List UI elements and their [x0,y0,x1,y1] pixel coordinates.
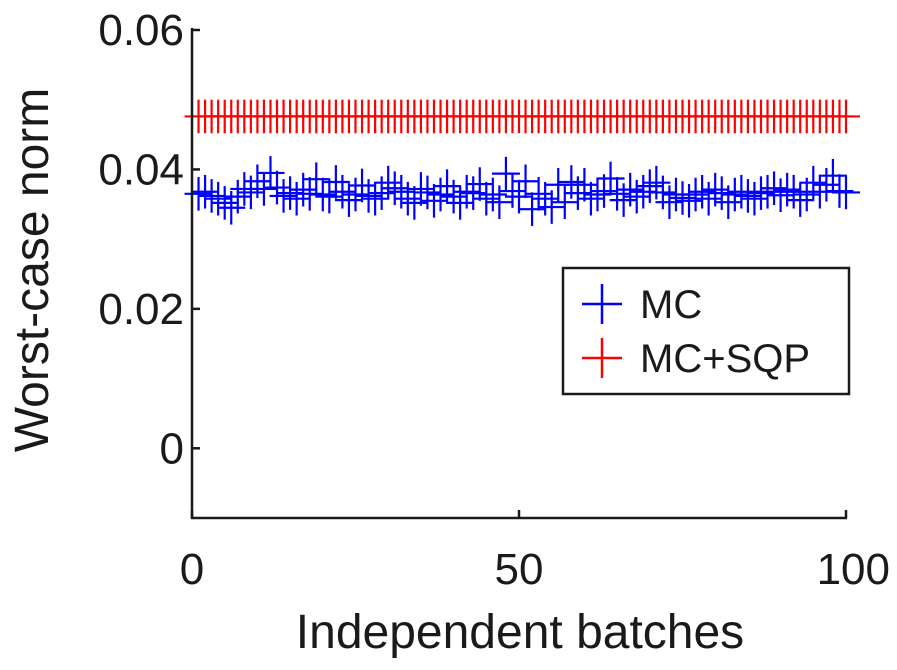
data-point [524,177,553,211]
data-point [818,158,847,193]
data-point [832,99,860,134]
data-point [302,162,331,196]
data-point [439,179,468,214]
data-point [413,175,442,210]
data-point [210,186,239,220]
legend-item-mc-sqp: MC+SQP [582,337,810,381]
data-point [315,179,344,214]
data-point [832,175,860,210]
data-point [191,174,220,209]
data-point [675,184,704,218]
x-tick-label: 100 [817,545,890,594]
ticks: 0 0.02 0.04 0.06 0 50 100 [98,6,890,594]
data-marks [184,99,860,226]
data-point [733,179,762,213]
data-point [688,174,717,209]
x-tick-label: 0 [180,545,204,594]
data-point [478,177,507,212]
y-tick-label: 0 [160,424,184,473]
data-point [505,179,533,214]
y-tick-label: 0.04 [98,145,184,194]
data-point [779,174,808,209]
data-point [419,184,448,218]
data-point [184,177,213,211]
legend-box [561,266,851,396]
data-point [753,174,782,209]
data-point [590,174,619,208]
data-point [727,174,756,209]
data-point [204,181,233,216]
series-0 [184,156,860,226]
data-point [668,181,697,215]
data-point [223,179,252,214]
data-point [701,172,730,207]
data-point [596,161,625,196]
data-point [760,171,789,206]
data-point [341,177,370,212]
data-point [334,183,363,217]
y-tick-label: 0.02 [98,285,184,334]
y-axis-label: Worst-case norm [6,88,59,453]
data-point [766,178,795,213]
data-point [328,174,357,209]
data-point [563,176,592,210]
data-point [531,181,560,216]
data-point [648,175,677,210]
data-point [812,167,841,202]
data-point [570,167,599,202]
data-point [616,172,645,207]
data-point [426,177,455,212]
data-point [576,181,605,216]
data-point [249,172,278,206]
data-point [282,181,311,216]
data-point [603,177,632,211]
legend-label-mc: MC [640,283,702,327]
data-point [354,179,383,213]
series-1 [184,99,860,134]
data-point [459,176,488,210]
data-point [472,181,501,216]
data-point [321,165,350,199]
data-point [256,156,285,190]
data-point [720,177,749,212]
data-point [642,165,671,200]
data-point [786,183,815,217]
data-point [655,185,684,219]
data-point [361,181,390,216]
data-point [452,174,481,209]
data-point [269,179,298,213]
data-point [243,164,272,199]
data-point [498,174,527,208]
x-axis-label: Independent batches [296,606,744,659]
data-point [308,177,337,212]
data-point [681,177,710,212]
data-point [393,181,422,216]
data-point [694,181,723,216]
data-point [746,176,775,210]
legend-item-mc: MC [582,283,702,327]
y-tick-label: 0.06 [98,6,184,55]
data-point [537,190,566,224]
data-point [825,174,854,208]
data-point [740,181,769,216]
data-point [550,185,579,219]
data-point [197,179,226,213]
data-point [635,169,664,203]
data-point [544,167,573,202]
data-point [263,170,292,205]
legend-label-mc-sqp: MC+SQP [640,337,810,381]
data-point [374,165,403,200]
data-point [799,165,828,200]
legend: MC MC+SQP [561,266,851,396]
x-tick-label: 50 [495,545,544,594]
data-point [491,156,520,191]
data-point [707,176,736,210]
data-point [511,164,540,199]
